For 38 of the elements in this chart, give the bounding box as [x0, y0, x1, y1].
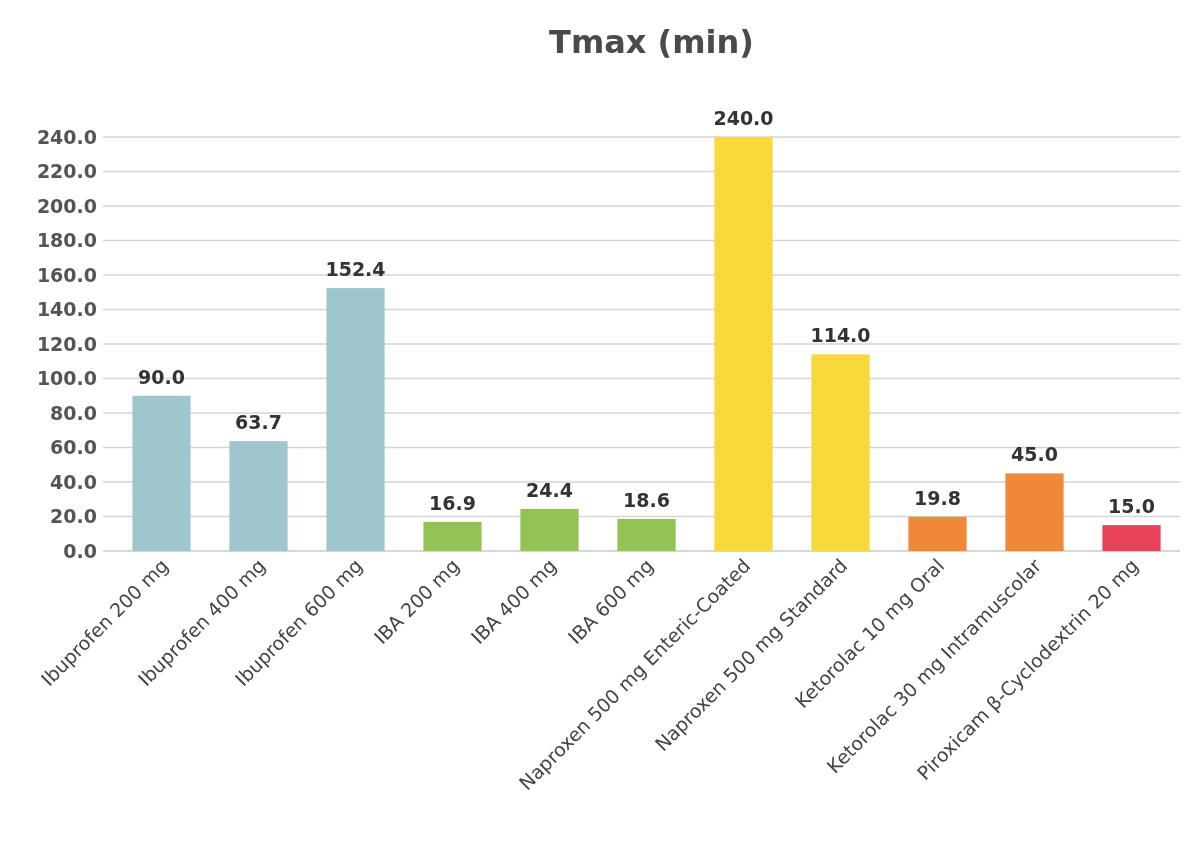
- bar: [423, 521, 482, 551]
- x-tick-label: IBA 200 mg: [369, 554, 464, 649]
- data-label: 152.4: [325, 258, 386, 281]
- bar: [1102, 525, 1161, 551]
- y-tick-label: 80.0: [50, 401, 97, 424]
- data-label: 18.6: [623, 488, 670, 511]
- y-tick-label: 180.0: [36, 229, 97, 252]
- data-label: 19.8: [914, 486, 961, 509]
- bar: [811, 354, 870, 551]
- y-tick-label: 20.0: [50, 505, 97, 528]
- data-label: 15.0: [1108, 495, 1155, 518]
- data-label: 90.0: [138, 365, 185, 388]
- chart-title: Tmax (min): [549, 23, 754, 61]
- y-tick-label: 0.0: [63, 539, 97, 562]
- y-tick-label: 60.0: [50, 436, 97, 459]
- bar: [1005, 473, 1064, 551]
- data-label: 24.4: [526, 478, 573, 501]
- y-tick-label: 220.0: [36, 160, 97, 183]
- bar: [229, 441, 288, 551]
- x-tick-label: IBA 400 mg: [466, 554, 561, 649]
- data-label: 45.0: [1011, 443, 1058, 466]
- y-tick-label: 160.0: [36, 263, 97, 286]
- y-tick-label: 40.0: [50, 470, 97, 493]
- data-label: 240.0: [713, 107, 774, 129]
- y-tick-label: 200.0: [36, 194, 97, 217]
- y-tick-label: 120.0: [36, 332, 97, 355]
- y-tick-label: 100.0: [36, 367, 97, 390]
- bar: [520, 508, 579, 551]
- bar: [908, 516, 967, 551]
- bar: [617, 518, 676, 551]
- bar: [714, 137, 773, 551]
- data-label: 63.7: [235, 411, 282, 434]
- data-label: 16.9: [429, 491, 476, 514]
- data-label: 114.0: [810, 324, 871, 347]
- bar: [132, 395, 191, 551]
- bar: [326, 288, 385, 551]
- y-tick-label: 240.0: [36, 125, 97, 148]
- y-tick-label: 140.0: [36, 298, 97, 321]
